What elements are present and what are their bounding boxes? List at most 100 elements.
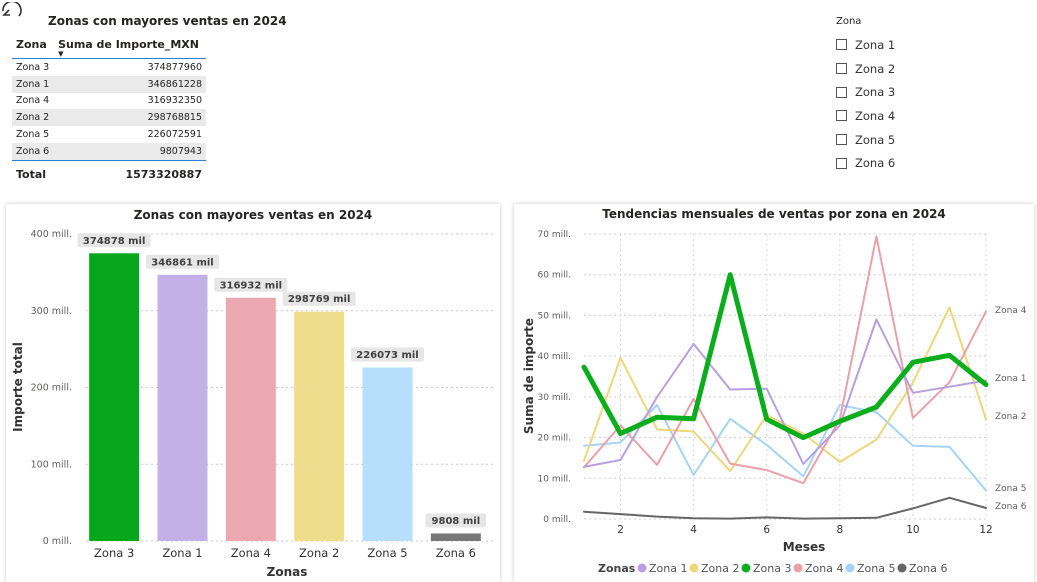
y-tick-label: 30 mill. <box>538 393 571 403</box>
end-label: Zona 6 <box>995 502 1027 512</box>
total-label: Total <box>12 159 55 187</box>
series-line-zona-5 <box>583 404 987 492</box>
end-label: Zona 5 <box>995 484 1026 494</box>
y-tick-label: 60 mill. <box>538 271 571 281</box>
chart-title: Tendencias mensuales de ventas por zona … <box>602 207 946 221</box>
table-cell-zone: Zona 3 <box>16 61 50 73</box>
legend-marker <box>897 563 907 573</box>
table-row: Zona 4 316932350 <box>12 93 206 110</box>
bar <box>157 274 208 541</box>
y-tick-label: 50 mill. <box>538 311 571 321</box>
zone-column-header[interactable]: Zona <box>16 38 47 51</box>
zone-slicer: Zona Zona 1 Zona 2 Zona 3 Zona 4 Zona 5 … <box>836 16 956 175</box>
x-axis-title: Zonas <box>267 565 308 579</box>
table-cell-amount: 346861228 <box>54 75 206 93</box>
checkbox-icon[interactable] <box>836 110 847 122</box>
table-cell-zone: Zona 1 <box>12 75 55 93</box>
legend-marker <box>741 563 751 573</box>
checkbox-icon[interactable] <box>836 39 847 51</box>
slicer-title: Zona <box>836 16 862 27</box>
series-line-zona-4 <box>583 235 987 485</box>
bar <box>225 297 276 541</box>
x-tick-label: Zona 4 <box>231 546 271 560</box>
checkbox-icon[interactable] <box>836 63 847 75</box>
legend-label: Zona 3 <box>753 562 791 575</box>
x-tick-label: Zona 6 <box>436 546 476 560</box>
data-label-bg <box>77 233 151 248</box>
slicer-item-zona-1[interactable]: Zona 1 <box>836 33 956 57</box>
table-cell-amount: 226072591 <box>147 129 202 141</box>
checkbox-icon[interactable] <box>836 86 847 98</box>
slicer-item-zona-6[interactable]: Zona 6 <box>836 151 956 175</box>
series-line-zona-6 <box>583 496 987 520</box>
line-chart: Tendencias mensuales de ventas por zona … <box>522 207 1027 575</box>
slicer-item-zona-3[interactable]: Zona 3 <box>836 80 956 104</box>
table-cell-zone: Zona 2 <box>12 109 55 127</box>
y-tick-label: 0 mill. <box>543 515 571 525</box>
data-label: 226073 mil <box>356 350 419 361</box>
data-label-bg <box>282 291 356 306</box>
legend-marker <box>637 563 647 573</box>
bar <box>362 367 413 541</box>
table-cell-amount: 298768815 <box>54 109 206 127</box>
bar-chart-card: Zonas con mayores ventas en 2024 0 mill. 1… <box>6 204 500 582</box>
table-cell-zone: Zona 4 <box>16 95 50 107</box>
x-tick-label: 12 <box>979 524 992 536</box>
y-tick-label: 40 mill. <box>538 352 571 362</box>
data-label: 374878 mil <box>83 236 146 247</box>
y-tick-label: 100 mill. <box>31 459 72 470</box>
table-title: Zonas con mayores ventas en 2024 <box>48 14 287 28</box>
bar <box>89 253 140 541</box>
data-label: 298769 mil <box>288 294 351 305</box>
back-button[interactable] <box>0 0 22 24</box>
bar <box>294 311 345 541</box>
legend-label: Zona 4 <box>805 562 843 575</box>
table-row: Zona 6 9807943 <box>12 142 206 161</box>
slicer-item-label: Zona 6 <box>855 156 896 171</box>
data-label: 346861 mil <box>151 257 214 268</box>
x-tick-label: 8 <box>836 524 843 536</box>
data-label: 9808 mil <box>432 516 481 527</box>
checkbox-icon[interactable] <box>836 157 847 169</box>
x-tick-label: Zona 1 <box>162 546 202 560</box>
sort-desc-icon: ▼ <box>58 50 64 58</box>
bar <box>430 533 481 541</box>
total-value: 1573320887 <box>54 159 206 187</box>
table-total-row: Total 1573320887 <box>12 159 206 187</box>
y-tick-label: 300 mill. <box>31 306 72 317</box>
y-tick-label: 10 mill. <box>538 474 571 484</box>
y-tick-label: 200 mill. <box>31 383 72 394</box>
table-row: Zona 2 298768815 <box>12 109 206 127</box>
amount-column-header[interactable]: Suma de Importe_MXN ▼ <box>54 38 206 59</box>
table-row: Zona 5 226072591 <box>12 126 206 143</box>
slicer-item-label: Zona 2 <box>855 61 896 76</box>
sales-table: Zona Suma de Importe_MXN ▼ Zona 3 374877… <box>12 38 206 187</box>
x-tick-label: 6 <box>763 524 770 536</box>
x-tick-label: 4 <box>690 524 697 536</box>
data-label-bg <box>146 254 219 269</box>
slicer-item-zona-5[interactable]: Zona 5 <box>836 128 956 152</box>
checkbox-icon[interactable] <box>836 134 847 146</box>
series-line-zona-1 <box>583 318 987 468</box>
x-axis-title: Meses <box>783 540 826 554</box>
data-label-bg <box>214 277 288 292</box>
chart-title: Zonas con mayores ventas en 2024 <box>134 208 373 222</box>
table-row: Zona 3 374877960 <box>12 59 206 76</box>
table-cell-zone: Zona 5 <box>16 129 50 141</box>
legend-marker <box>689 563 699 573</box>
legend-label: Zona 5 <box>857 562 895 575</box>
slicer-item-label: Zona 4 <box>855 108 896 123</box>
end-label: Zona 4 <box>995 306 1027 316</box>
legend-marker <box>845 563 855 573</box>
legend-marker <box>793 563 803 573</box>
x-tick-label: Zona 3 <box>94 546 134 560</box>
x-tick-label: Zona 5 <box>367 546 407 560</box>
back-arrow-icon <box>2 0 22 17</box>
table-cell-amount: 374877960 <box>147 61 202 73</box>
y-tick-label: 400 mill. <box>31 229 72 240</box>
slicer-item-zona-2[interactable]: Zona 2 <box>836 57 956 81</box>
table-cell-zone: Zona 6 <box>12 142 55 161</box>
series-line-zona-3 <box>581 272 989 441</box>
slicer-item-zona-4[interactable]: Zona 4 <box>836 104 956 128</box>
legend-title: Zonas <box>598 562 636 575</box>
